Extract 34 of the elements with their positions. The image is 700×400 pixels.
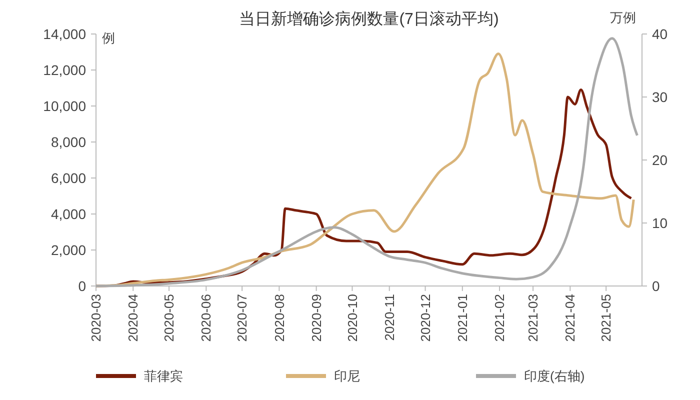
y-tick-label: 10,000 [43,98,86,114]
y-tick-label: 0 [78,278,86,294]
x-tick-label: 2020-08 [272,294,287,342]
x-tick-label: 2021-03 [526,294,541,342]
y2-tick-label: 30 [652,88,668,105]
x-tick-label: 2021-05 [598,294,614,342]
chart-title: 当日新增确诊病例数量(7日滚动平均) [239,10,499,28]
annotation: 例 [102,30,115,46]
y2-tick-label: 0 [652,278,660,294]
x-tick-label: 2021-04 [562,294,578,342]
x-tick-label: 2021-02 [492,294,508,342]
y2-tick-label: 20 [652,152,668,168]
y-tick-label: 2,000 [50,242,86,258]
x-tick-label: 2020-11 [382,294,397,341]
x-tick-label: 2020-07 [234,294,250,342]
x-tick-label: 2020-12 [418,294,433,342]
y-tick-label: 6,000 [50,170,86,186]
x-tick-label: 2020-04 [126,294,141,342]
x-tick-label: 2020-10 [344,294,360,342]
y2-tick-label: 40 [652,26,668,42]
x-tick-label: 2020-03 [88,294,104,342]
y2-tick-label: 10 [652,214,668,231]
x-tick-label: 2020-05 [162,294,177,342]
x-tick-label: 2020-09 [308,294,324,342]
y-tick-label: 4,000 [50,206,86,222]
x-tick-label: 2021-01 [454,294,470,342]
y-tick-label: 14,000 [43,26,86,42]
y-tick-label: 12,000 [43,62,86,78]
legend-label: 印度(右轴) [524,368,585,384]
legend-label: 印尼 [334,368,360,384]
legend-label: 菲律宾 [144,368,183,384]
x-tick-label: 2020-06 [198,294,214,342]
text: 万例 [610,10,636,25]
y-tick-label: 8,000 [50,134,86,150]
